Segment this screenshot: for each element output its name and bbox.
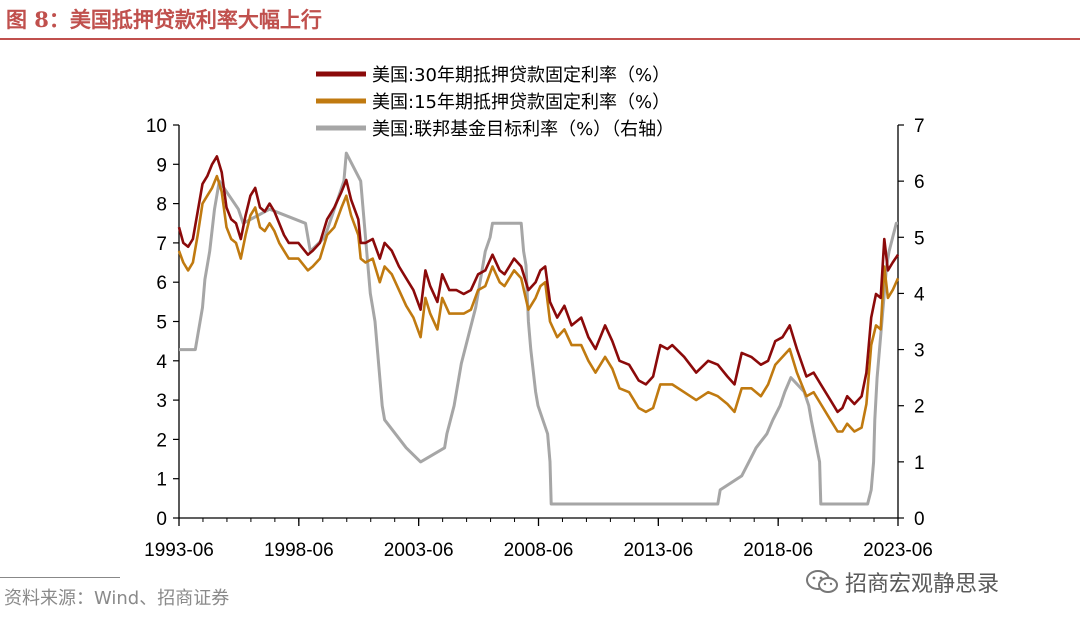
y-left-tick-label: 9 xyxy=(156,155,167,176)
y-left-tick-label: 1 xyxy=(156,470,167,491)
x-tick-label: 2018-06 xyxy=(743,540,813,561)
series-line-2 xyxy=(179,151,898,506)
y-left-tick-label: 6 xyxy=(156,273,167,294)
y-left-tick-label: 8 xyxy=(156,195,167,216)
chart-series xyxy=(177,151,900,506)
y-left-tick-label: 7 xyxy=(156,234,167,255)
x-tick-label: 2023-06 xyxy=(863,540,933,561)
chart-axes: 0 1 2 3 4 5 6 7 8 9 10 0 1 2 3 4 5 6 7 1993-06 1998-06 2003-0… xyxy=(144,116,933,561)
y-right-tick-label: 0 xyxy=(914,509,925,530)
y-right-tick-label: 2 xyxy=(914,397,925,418)
x-tick-label: 1993-06 xyxy=(144,540,214,561)
y-right-tick-label: 1 xyxy=(914,453,925,474)
y-left-tick-label: 10 xyxy=(146,116,167,137)
x-tick-label: 2008-06 xyxy=(504,540,574,561)
figure-title: 图 8：美国抵押贷款利率大幅上行 xyxy=(6,7,322,32)
x-tick-label: 1998-06 xyxy=(264,540,334,561)
y-right-tick-label: 6 xyxy=(914,172,925,193)
y-left-tick-label: 3 xyxy=(156,391,167,412)
source-note: 资料来源：Wind、招商证券 xyxy=(4,588,230,609)
footer-divider xyxy=(0,577,120,578)
watermark: 招商宏观静思录 xyxy=(805,566,999,598)
watermark-text: 招商宏观静思录 xyxy=(845,572,1000,597)
y-right-tick-label: 5 xyxy=(914,228,925,249)
y-left-tick-label: 2 xyxy=(156,430,167,451)
x-tick-label: 2003-06 xyxy=(384,540,454,561)
y-right-tick-label: 4 xyxy=(914,284,925,305)
legend-label-2: 美国:联邦基金目标利率（%）（右轴） xyxy=(372,119,674,140)
legend-label-0: 美国:30年期抵押贷款固定利率（%） xyxy=(372,65,670,86)
y-right-tick-label: 7 xyxy=(914,116,925,137)
x-tick-label: 2013-06 xyxy=(623,540,693,561)
y-left-tick-label: 5 xyxy=(156,313,167,334)
legend-label-1: 美国:15年期抵押贷款固定利率（%） xyxy=(372,92,670,113)
chart-legend: 美国:30年期抵押贷款固定利率（%） 美国:15年期抵押贷款固定利率（%） 美国:联… xyxy=(316,65,674,140)
wechat-icon xyxy=(806,570,838,593)
series-line-1 xyxy=(177,174,900,433)
y-left-tick-label: 4 xyxy=(156,352,167,373)
series-line-0 xyxy=(177,155,900,414)
y-right-tick-label: 3 xyxy=(914,341,925,362)
figure-title-bar: 图 8：美国抵押贷款利率大幅上行 xyxy=(0,0,1080,40)
y-left-tick-label: 0 xyxy=(156,509,167,530)
